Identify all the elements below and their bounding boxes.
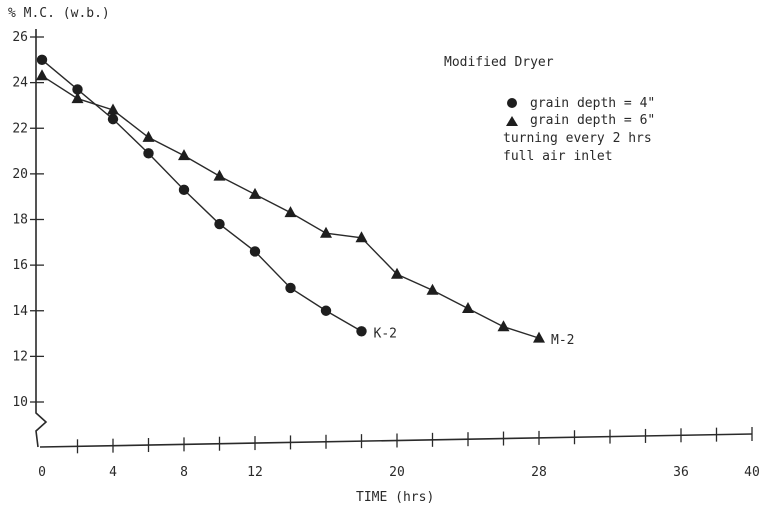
x-tick-label: 0 [38,465,46,480]
y-tick-label: 22 [12,121,28,136]
legend-note-air-inlet: full air inlet [503,149,613,164]
legend-title: Modified Dryer [444,55,554,70]
data-point-triangle [213,169,226,181]
y-axis-label: % M.C. (w.b.) [8,6,110,21]
axes: 10 12 14 16 18 20 22 24 26 0 4 8 12 20 28 36 40 [12,29,760,480]
y-tick-label: 16 [12,258,28,273]
series-layer: K-2 M-2 [36,54,574,348]
data-point-triangle [142,130,155,142]
data-point-triangle [497,320,510,332]
legend-entry-6in: grain depth = 6" [530,113,655,128]
x-axis-label: TIME (hrs) [356,490,434,505]
data-point-triangle [391,267,403,279]
y-tick-label: 14 [12,304,28,319]
data-point-circle [36,54,48,66]
y-tick-label: 20 [12,167,28,182]
data-point-triangle [71,92,84,104]
legend-triangle-marker [506,116,518,126]
data-point-circle [72,84,83,95]
legend-note-turning: turning every 2 hrs [503,131,652,146]
data-point-circle [320,305,332,316]
series-line-1 [41,59,362,332]
data-point-circle [214,218,225,230]
data-point-circle [356,326,367,337]
legend-entry-4in: grain depth = 4" [530,96,655,111]
data-point-triangle [355,231,368,243]
x-tick-label: 36 [673,465,689,480]
y-tick-label: 10 [12,395,28,410]
series-end-label: M-2 [551,333,574,348]
y-tick-label: 12 [12,349,28,364]
x-tick-label: 8 [180,465,188,480]
x-tick-label: 12 [247,465,263,480]
data-point-triangle [533,331,545,343]
x-tick-label: 4 [109,465,117,480]
data-point-triangle [284,206,297,218]
data-point-triangle [426,283,439,295]
data-point-triangle [462,301,474,313]
data-point-circle [178,184,190,196]
data-point-triangle [107,103,119,115]
y-axis-line [35,29,48,448]
x-axis-line [39,433,753,448]
data-point-circle [107,113,119,125]
legend-circle-marker [507,98,517,108]
data-point-circle [143,148,154,159]
x-tick-label: 40 [744,465,760,480]
y-tick-label: 26 [12,30,28,45]
x-tick-label: 20 [389,465,405,480]
data-point-triangle [320,226,332,238]
y-tick-label: 18 [12,213,28,228]
x-tick-label: 28 [531,465,547,480]
y-tick-label: 24 [12,76,28,91]
data-point-circle [285,282,296,294]
data-point-triangle [249,187,261,199]
data-point-triangle [36,69,48,81]
data-point-triangle [178,149,190,161]
data-point-circle [249,246,261,257]
series-end-label: K-2 [374,326,397,341]
